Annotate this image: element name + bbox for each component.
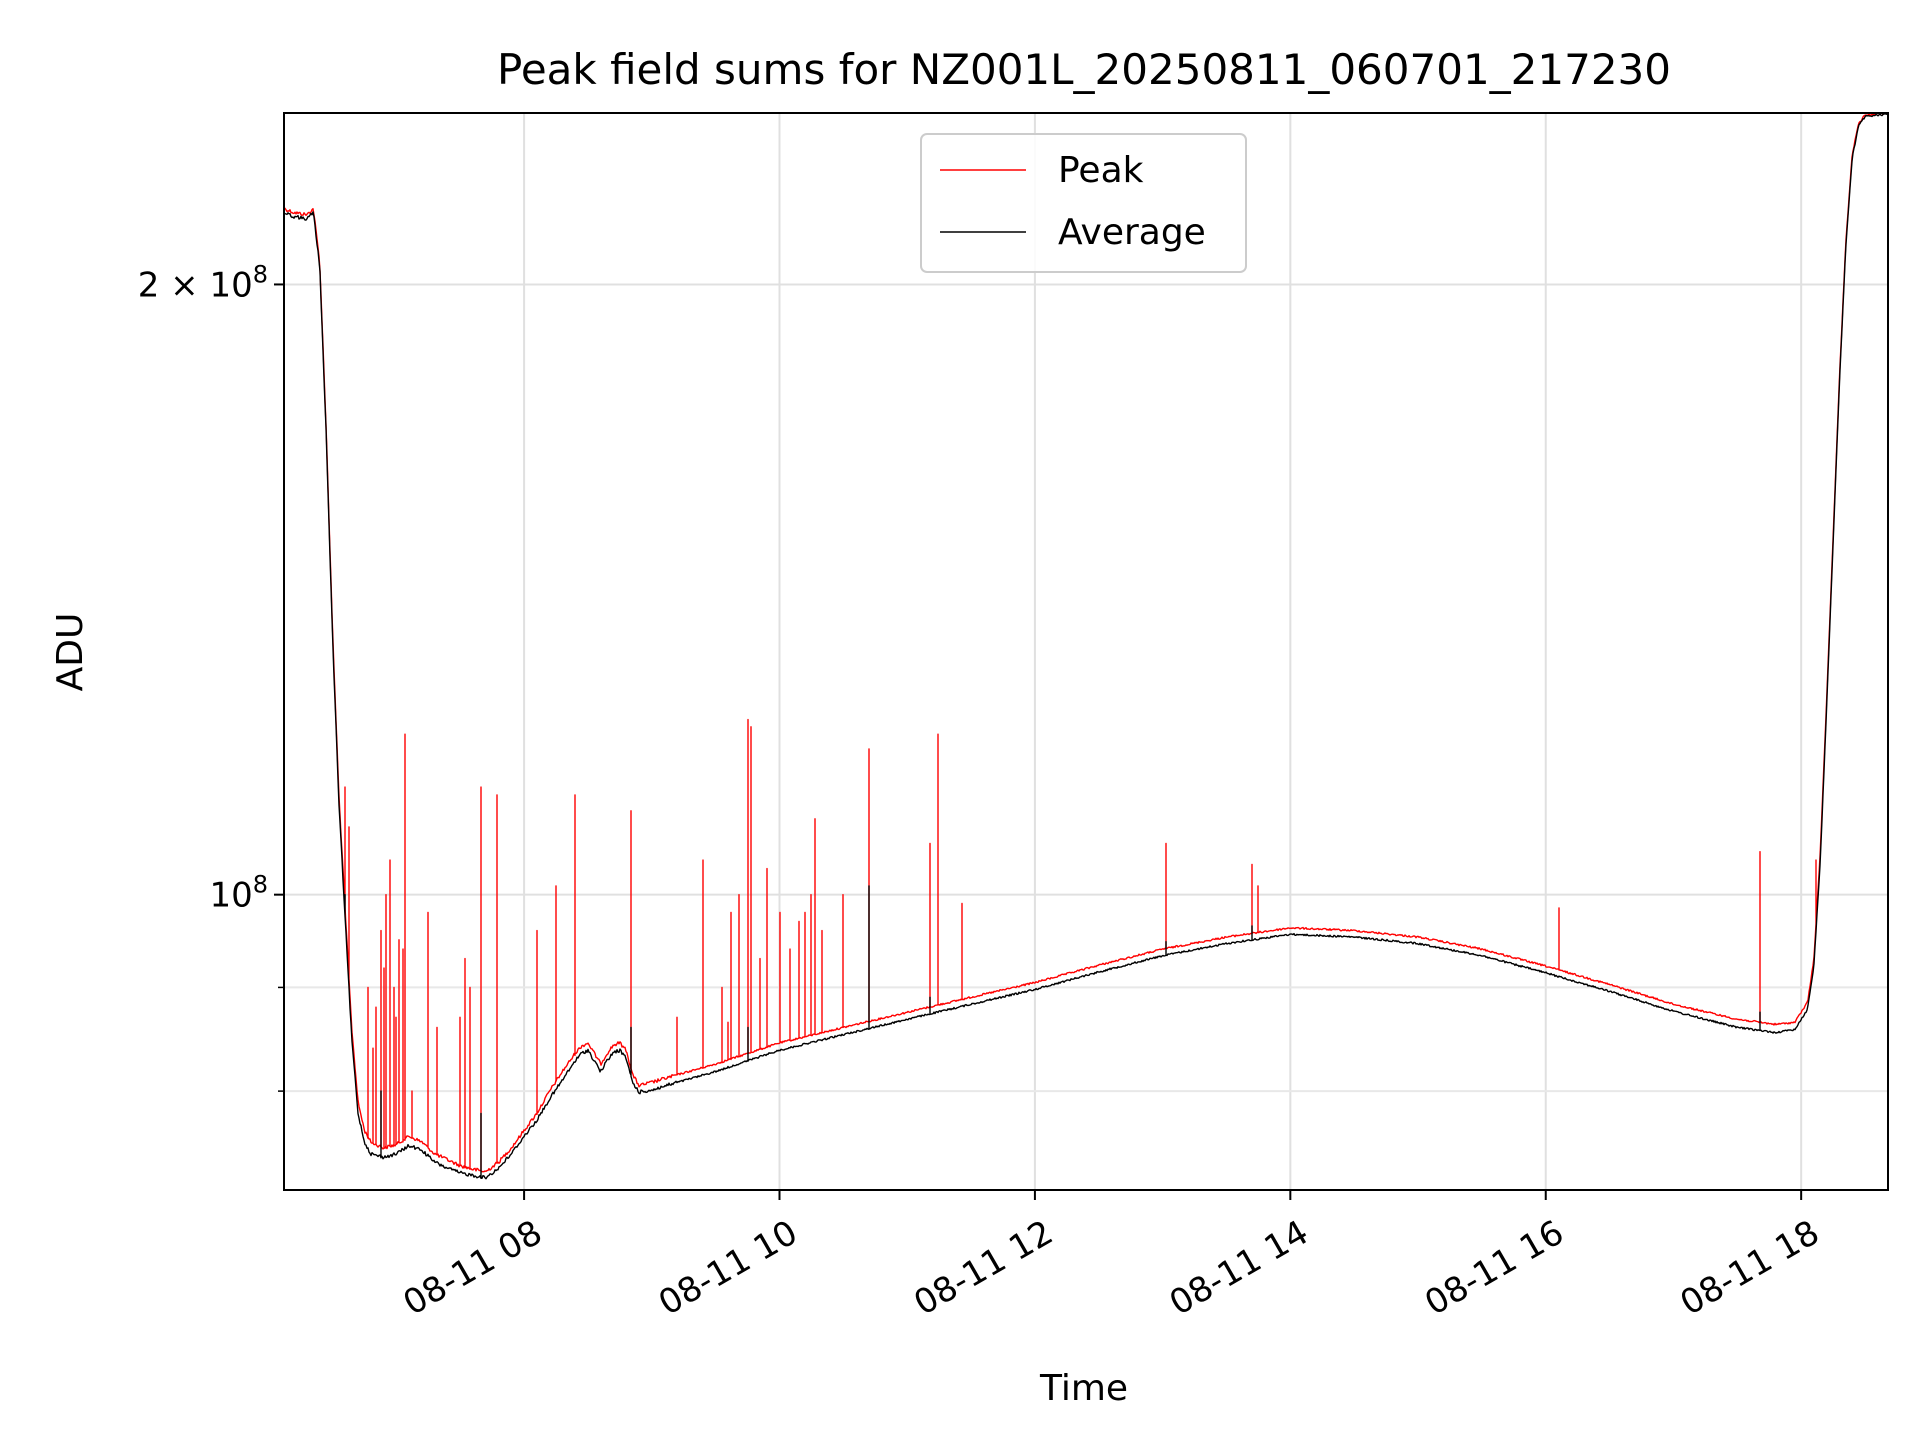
y-tick-label: 108 xyxy=(209,871,268,916)
grid xyxy=(284,113,1888,1190)
legend-box xyxy=(920,133,1247,273)
series-line-average xyxy=(284,113,1888,1180)
y-tick-label-base: 2 × 10 xyxy=(138,265,253,305)
axes-frame xyxy=(283,112,1889,1191)
y-tick-label-base: 10 xyxy=(209,876,252,916)
y-tick-label-exponent: 8 xyxy=(253,260,268,288)
plot-area xyxy=(284,113,1888,1180)
y-tick-label: 2 × 108 xyxy=(138,260,268,305)
series-group xyxy=(284,113,1888,1180)
series-line-peak xyxy=(284,113,1888,1173)
legend: Peak Average xyxy=(920,133,1247,273)
chart-title: Peak field sums for NZ001L_20250811_0607… xyxy=(497,45,1671,94)
y-tick-label-exponent: 8 xyxy=(253,871,268,899)
x-axis-label: Time xyxy=(1039,1368,1128,1409)
legend-label-peak: Peak xyxy=(1058,150,1144,191)
legend-label-average: Average xyxy=(1058,212,1206,253)
y-axis-label: ADU xyxy=(50,613,91,692)
